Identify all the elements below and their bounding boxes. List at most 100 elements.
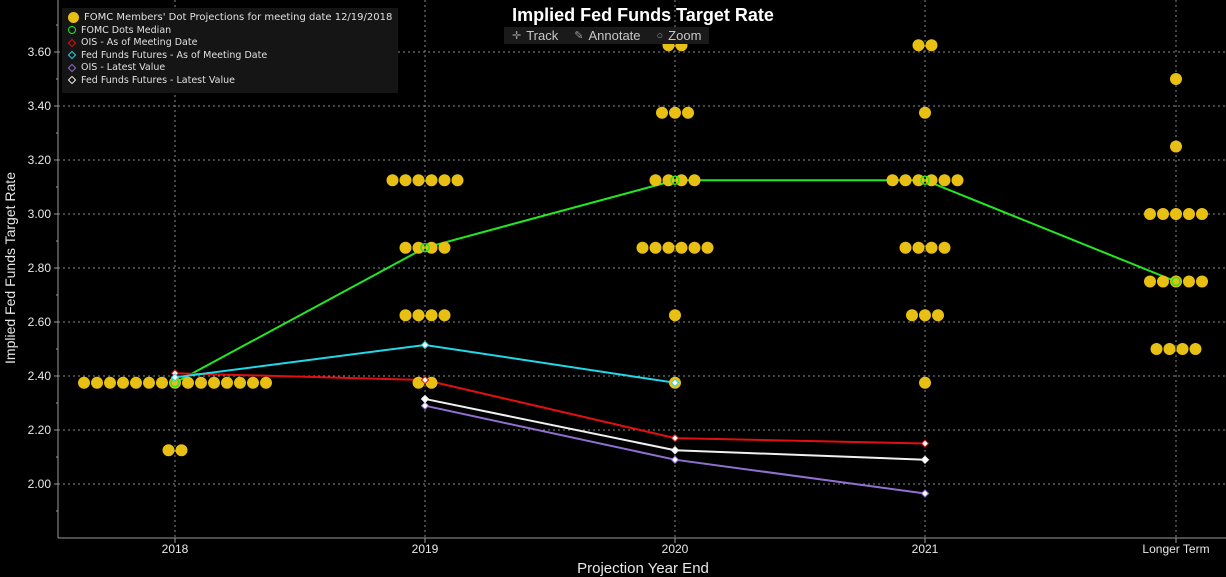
dot-projection [221, 376, 233, 389]
series-line [174, 372, 926, 445]
median-marker [920, 175, 930, 185]
dot-projection [675, 241, 688, 254]
dot-projection [162, 444, 175, 457]
y-tick-label: 2.00 [28, 477, 52, 491]
dot-projection [899, 241, 912, 254]
dot-projection [412, 174, 425, 187]
dot-projection [78, 376, 90, 389]
dot-projection [925, 174, 938, 187]
annotate-label: Annotate [588, 28, 641, 43]
dot-projection [906, 309, 918, 322]
x-tick-label: 2020 [662, 542, 689, 556]
x-tick-label: 2019 [412, 542, 439, 556]
dot-projection [938, 241, 951, 254]
crosshair-icon: ✛ [512, 30, 522, 42]
dot-projection [247, 376, 259, 389]
dot-projection [656, 106, 668, 119]
legend-label: FOMC Dots Median [81, 24, 172, 36]
median-marker [420, 243, 430, 253]
zoom-button[interactable]: ○ Zoom [649, 27, 710, 44]
dot-projection [399, 309, 412, 322]
y-tick-label: 2.80 [28, 261, 52, 275]
dot-projection [91, 376, 103, 389]
dot-projection [925, 241, 938, 254]
median-marker [1171, 276, 1181, 287]
y-tick-label: 3.00 [28, 207, 52, 221]
legend-label: FOMC Members' Dot Projections for meetin… [84, 11, 393, 23]
legend-label: Fed Funds Futures - As of Meeting Date [81, 49, 268, 61]
magnifier-icon: ○ [656, 29, 664, 42]
dot-projection [451, 174, 464, 187]
dot-projection [636, 241, 649, 254]
dot-projection [951, 174, 964, 187]
dot-projection [143, 376, 155, 389]
dot-projection [1163, 343, 1176, 355]
x-tick-label: Longer Term [1142, 542, 1209, 556]
x-tick-label: 2021 [912, 542, 939, 556]
dot-projection [1196, 275, 1208, 288]
legend-diamond-icon [67, 63, 77, 72]
series-marker [670, 433, 680, 443]
dot-projection [912, 39, 925, 52]
dot-projection [260, 376, 272, 389]
series-marker [420, 340, 430, 350]
y-tick-label: 3.60 [28, 45, 52, 59]
dot-projection [919, 106, 931, 119]
dot-projection [886, 174, 899, 187]
median-marker [670, 175, 680, 185]
track-label: Track [526, 28, 559, 43]
dot-projection [130, 376, 142, 389]
legend-item: Fed Funds Futures - As of Meeting Date [67, 49, 392, 62]
dot-projection [208, 376, 220, 389]
chart-toolbar: ✛ Track ✎ Annotate ○ Zoom [504, 27, 710, 44]
dot-projection [425, 174, 438, 187]
zoom-label: Zoom [668, 28, 702, 43]
dot-projection [399, 241, 412, 254]
dot-projection [234, 376, 246, 389]
dot-projection [912, 241, 925, 254]
dot-projection [1144, 275, 1156, 288]
dot-projections [78, 39, 1208, 457]
dot-projection [386, 174, 399, 187]
dot-projection [1189, 343, 1202, 355]
series-marker [420, 394, 430, 404]
y-tick-label: 3.40 [28, 99, 52, 113]
y-tick-label: 2.60 [28, 315, 52, 329]
dot-projection [438, 174, 451, 187]
legend-item: OIS - As of Meeting Date [67, 37, 392, 50]
dot-projection [682, 106, 694, 119]
series-marker [670, 378, 680, 387]
dot-projection [925, 39, 938, 52]
dot-projection [675, 174, 688, 187]
series-marker [170, 373, 180, 382]
legend-item: FOMC Members' Dot Projections for meetin… [68, 10, 392, 24]
series-marker [920, 489, 930, 498]
series-line [174, 179, 1177, 384]
dot-projection [182, 376, 194, 389]
dot-projection [156, 376, 168, 389]
legend-diamond-icon [67, 38, 77, 47]
annotate-button[interactable]: ✎ Annotate [566, 27, 648, 44]
x-axis-label: Projection Year End [577, 560, 709, 577]
legend-label: OIS - As of Meeting Date [81, 37, 198, 49]
dot-projection [919, 376, 931, 389]
dot-projection [932, 309, 944, 322]
legend-diamond-icon [67, 76, 77, 85]
track-button[interactable]: ✛ Track [504, 27, 566, 44]
dot-projection [438, 309, 451, 322]
legend-label: Fed Funds Futures - Latest Value [81, 74, 235, 86]
pencil-icon: ✎ [574, 30, 584, 42]
series-marker [420, 375, 430, 385]
dot-projection [938, 174, 951, 187]
dot-projection [649, 241, 662, 254]
dot-projection [175, 444, 188, 457]
dot-projection [195, 376, 207, 389]
dot-projection [912, 174, 925, 187]
legend-item: FOMC Dots Median [68, 24, 392, 37]
dot-projection [425, 309, 438, 322]
chart-title: Implied Fed Funds Target Rate [512, 5, 774, 25]
dot-projection [412, 309, 425, 322]
series-marker [670, 455, 680, 464]
dot-projection [688, 174, 701, 187]
series-marker [420, 401, 430, 410]
